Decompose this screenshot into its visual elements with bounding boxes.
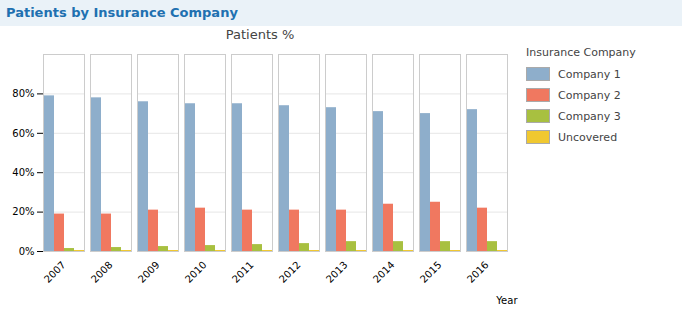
html-text:Patients by Insurance Company: Patients by Insurance Company (6, 5, 238, 20)
svg-text:2008: 2008 (89, 259, 115, 285)
html-text:Company 1: Company 1 (558, 67, 621, 81)
svg-text:60%: 60% (12, 128, 34, 139)
svg-text:2015: 2015 (418, 259, 444, 285)
svg-text:2009: 2009 (136, 259, 162, 285)
svg-text:0%: 0% (19, 246, 35, 257)
svg-text:2007: 2007 (42, 259, 68, 285)
svg-text:40%: 40% (12, 167, 34, 178)
html-text:Company 3: Company 3 (558, 109, 621, 123)
svg-text:2014: 2014 (371, 259, 397, 285)
html-text:Uncovered: Uncovered (558, 130, 618, 144)
svg-text:2010: 2010 (183, 259, 209, 285)
svg-text:2011: 2011 (230, 259, 256, 285)
svg-text:2013: 2013 (324, 259, 350, 285)
svg-text:2012: 2012 (277, 259, 303, 285)
svg-text:Year: Year (495, 295, 518, 306)
html-text:Insurance Company: Insurance Company (526, 46, 636, 59)
svg-text:80%: 80% (12, 88, 34, 99)
svg-text:2016: 2016 (465, 259, 491, 285)
svg-text:20%: 20% (12, 206, 34, 217)
html-text:Company 2: Company 2 (558, 88, 621, 102)
html-text:Patients %: Patients % (225, 27, 295, 42)
